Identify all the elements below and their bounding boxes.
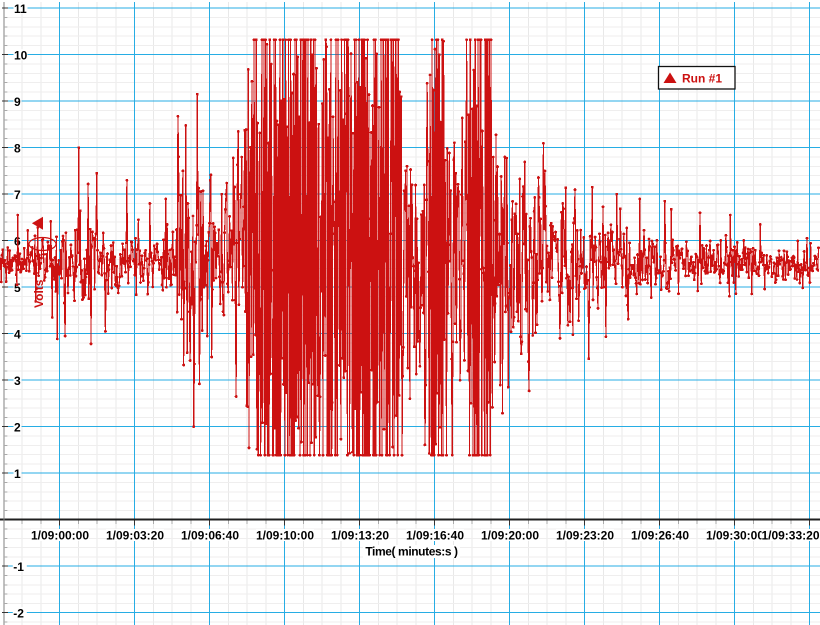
svg-text:1/09:26:40: 1/09:26:40 [631,529,689,543]
svg-text:1/09:13:20: 1/09:13:20 [331,529,389,543]
svg-text:4: 4 [14,328,21,342]
svg-text:11: 11 [14,2,27,16]
svg-text:1/09:33:20: 1/09:33:20 [761,529,819,543]
svg-text:3: 3 [14,374,21,388]
svg-text:1: 1 [14,467,21,481]
svg-text:5: 5 [14,281,21,295]
svg-text:Volts: Volts [32,279,46,308]
svg-text:7: 7 [14,188,21,202]
svg-text:Run #1: Run #1 [682,72,722,86]
svg-text:1/09:03:20: 1/09:03:20 [106,529,164,543]
svg-text:1/09:20:00: 1/09:20:00 [481,529,539,543]
svg-text:-1: -1 [13,560,24,574]
svg-text:1/09:10:00: 1/09:10:00 [256,529,314,543]
svg-text:1/09:23:20: 1/09:23:20 [556,529,614,543]
svg-text:9: 9 [14,95,21,109]
svg-text:1/09:00:00: 1/09:00:00 [31,529,89,543]
svg-text:10: 10 [14,49,28,63]
svg-text:8: 8 [14,142,21,156]
svg-text:-2: -2 [13,607,24,621]
svg-text:1/09:16:40: 1/09:16:40 [406,529,464,543]
svg-text:1/09:30:00: 1/09:30:00 [706,529,764,543]
svg-text:Time( minutes:s ): Time( minutes:s ) [365,545,458,559]
svg-text:2: 2 [14,421,21,435]
svg-text:1/09:06:40: 1/09:06:40 [181,529,239,543]
